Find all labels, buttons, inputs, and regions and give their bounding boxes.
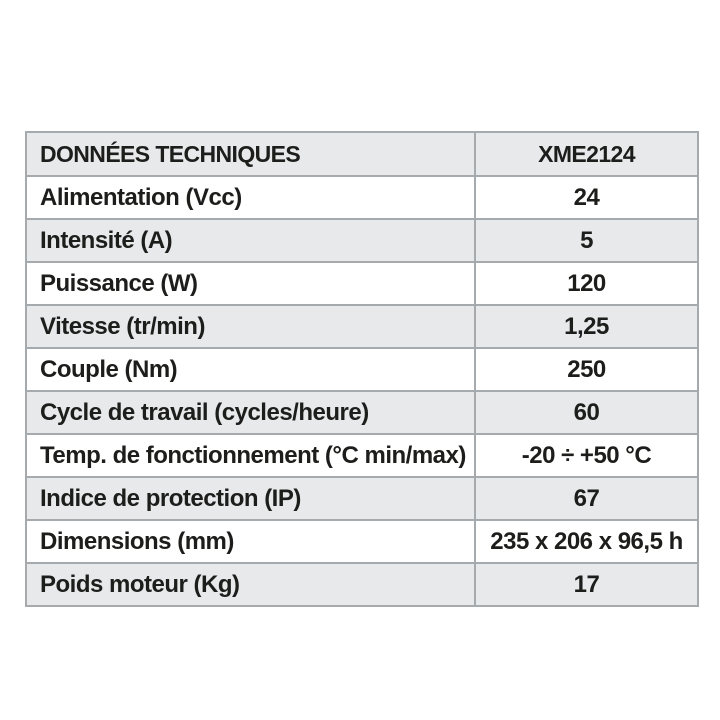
table-row: Vitesse (tr/min) 1,25 (25, 304, 699, 349)
table-row: Alimentation (Vcc) 24 (25, 175, 699, 220)
table-row: Temp. de fonctionnement (°C min/max) -20… (25, 433, 699, 478)
row-value: 24 (474, 175, 699, 220)
row-value: 60 (474, 390, 699, 435)
header-value-cell: XME2124 (474, 131, 699, 177)
table-row: Indice de protection (IP) 67 (25, 476, 699, 521)
row-label: Puissance (W) (25, 261, 476, 306)
row-label: Cycle de travail (cycles/heure) (25, 390, 476, 435)
table-header-row: DONNÉES TECHNIQUES XME2124 (25, 131, 699, 177)
row-label: Dimensions (mm) (25, 519, 476, 564)
table-row: Intensité (A) 5 (25, 218, 699, 263)
header-label-cell: DONNÉES TECHNIQUES (25, 131, 476, 177)
table-row: Puissance (W) 120 (25, 261, 699, 306)
spec-table: DONNÉES TECHNIQUES XME2124 Alimentation … (25, 131, 699, 607)
row-value: 235 x 206 x 96,5 h (474, 519, 699, 564)
row-value: 1,25 (474, 304, 699, 349)
table-row: Couple (Nm) 250 (25, 347, 699, 392)
row-label: Indice de protection (IP) (25, 476, 476, 521)
row-value: 120 (474, 261, 699, 306)
row-value: 17 (474, 562, 699, 607)
row-label: Temp. de fonctionnement (°C min/max) (25, 433, 476, 478)
table-row: Dimensions (mm) 235 x 206 x 96,5 h (25, 519, 699, 564)
row-value: -20 ÷ +50 °C (474, 433, 699, 478)
row-value: 67 (474, 476, 699, 521)
row-label: Poids moteur (Kg) (25, 562, 476, 607)
row-value: 5 (474, 218, 699, 263)
row-label: Alimentation (Vcc) (25, 175, 476, 220)
table-row: Poids moteur (Kg) 17 (25, 562, 699, 607)
row-label: Couple (Nm) (25, 347, 476, 392)
table-row: Cycle de travail (cycles/heure) 60 (25, 390, 699, 435)
row-value: 250 (474, 347, 699, 392)
row-label: Intensité (A) (25, 218, 476, 263)
row-label: Vitesse (tr/min) (25, 304, 476, 349)
